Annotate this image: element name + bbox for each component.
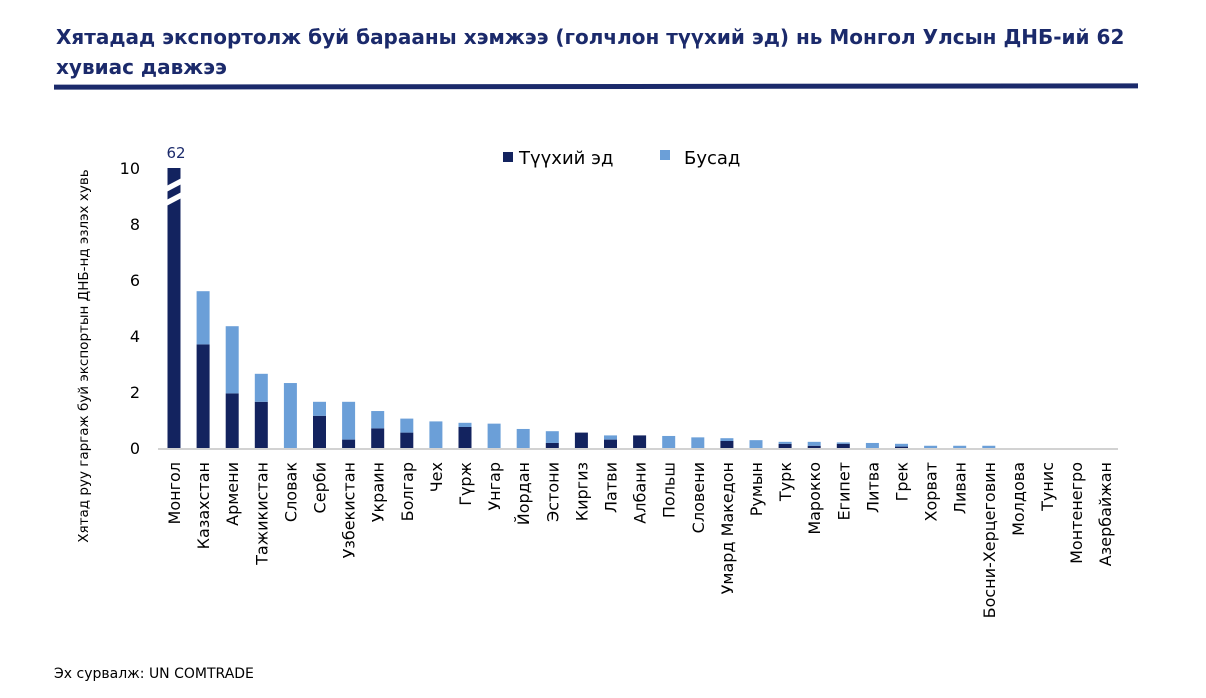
bar-other-2 bbox=[225, 326, 239, 394]
bar-other-12 bbox=[516, 428, 530, 448]
bar-other-19 bbox=[720, 438, 734, 441]
bar-other-17 bbox=[662, 435, 676, 448]
x-tick-label: Тажикистан bbox=[252, 462, 271, 566]
bar-other-3 bbox=[254, 373, 268, 402]
bar-raw-6 bbox=[342, 439, 356, 448]
x-tick-label: Гүрж bbox=[456, 462, 475, 506]
bar-other-28 bbox=[982, 445, 996, 448]
x-tick-label: Болгар bbox=[398, 462, 417, 521]
bar-raw-8 bbox=[400, 432, 414, 448]
bar-other-1 bbox=[196, 291, 210, 345]
bar-other-11 bbox=[487, 423, 501, 448]
x-tick-label: Серби bbox=[311, 462, 330, 513]
x-tick-label: Армени bbox=[223, 462, 242, 526]
bar-raw-15 bbox=[604, 439, 617, 448]
x-tick-label: Киргиз bbox=[572, 462, 591, 521]
bar-raw-0 bbox=[167, 168, 181, 448]
x-tick-label: Казахстан bbox=[194, 462, 213, 549]
bar-raw-13 bbox=[545, 442, 559, 448]
bar-other-22 bbox=[807, 441, 821, 446]
bar-raw-19 bbox=[720, 441, 734, 448]
x-tick-label: Грек bbox=[893, 462, 912, 502]
y-tick-label: 6 bbox=[130, 271, 140, 290]
axis-break-slash bbox=[164, 177, 184, 193]
break-value-label: 62 bbox=[166, 144, 185, 162]
x-tick-label: Эстони bbox=[543, 462, 562, 522]
bar-raw-23 bbox=[836, 443, 850, 448]
x-tick-label: Тунис bbox=[1038, 462, 1057, 512]
bar-raw-25 bbox=[895, 446, 908, 448]
bar-raw-3 bbox=[254, 401, 268, 448]
x-tick-label: Босни-Херцеговин bbox=[980, 462, 999, 618]
legend-swatch-raw bbox=[503, 152, 513, 162]
chart-title: Хятадад экспортолж буй барааны хэмжээ (г… bbox=[56, 25, 1125, 79]
bar-other-20 bbox=[749, 440, 763, 448]
bar-other-26 bbox=[924, 445, 938, 448]
legend-label-other: Бусад bbox=[684, 148, 740, 169]
x-tick-label: Литва bbox=[863, 462, 882, 513]
bar-raw-10 bbox=[458, 427, 472, 448]
bar-other-5 bbox=[313, 401, 326, 416]
x-tick-label: Египет bbox=[834, 462, 853, 521]
y-tick-label: 2 bbox=[130, 383, 140, 402]
bar-other-21 bbox=[778, 441, 792, 444]
source-note: Эх сурвалж: UN COMTRADE bbox=[54, 666, 254, 682]
bar-other-27 bbox=[953, 445, 967, 448]
bar-other-13 bbox=[545, 431, 559, 443]
y-axis-label: Хятад руу гаргаж буй экспортын ДНБ-нд эз… bbox=[76, 169, 92, 543]
x-tick-label: Хорват bbox=[922, 462, 941, 521]
bar-raw-7 bbox=[371, 428, 385, 448]
x-tick-label: Монтенегро bbox=[1067, 462, 1086, 564]
bar-other-8 bbox=[400, 418, 414, 433]
x-tick-label: Унгар bbox=[485, 462, 504, 511]
x-tick-label: Умард Македон bbox=[718, 462, 737, 594]
bar-raw-1 bbox=[196, 344, 210, 448]
bar-other-9 bbox=[429, 421, 443, 448]
x-tick-label: Украин bbox=[369, 462, 388, 522]
x-tick-label: Ливан bbox=[951, 462, 970, 514]
bar-raw-21 bbox=[778, 443, 792, 448]
y-tick-label: 10 bbox=[120, 159, 140, 178]
bar-raw-16 bbox=[633, 435, 647, 448]
x-tick-label: Молдова bbox=[1009, 462, 1028, 536]
x-tick-label: Албани bbox=[631, 462, 650, 524]
x-tick-label: Польш bbox=[660, 462, 679, 518]
x-tick-label: Румын bbox=[747, 462, 766, 516]
bar-other-25 bbox=[895, 443, 908, 447]
y-tick-label: 8 bbox=[130, 215, 140, 234]
y-tick-label: 4 bbox=[130, 327, 140, 346]
y-tick-label: 0 bbox=[130, 439, 140, 458]
bar-other-18 bbox=[691, 437, 705, 448]
bar-other-7 bbox=[371, 411, 385, 429]
x-tick-label: Марокко bbox=[805, 462, 824, 535]
bar-raw-5 bbox=[313, 415, 326, 448]
axis-break-slash bbox=[164, 191, 184, 207]
bar-other-10 bbox=[458, 422, 472, 427]
bar-other-15 bbox=[604, 435, 617, 440]
bar-other-4 bbox=[283, 383, 297, 448]
x-tick-label: Латви bbox=[602, 462, 621, 513]
bar-other-24 bbox=[865, 442, 879, 448]
x-tick-label: Узбекистан bbox=[340, 462, 359, 558]
x-tick-label: Чех bbox=[427, 462, 446, 492]
bar-other-6 bbox=[342, 401, 356, 440]
x-tick-label: Йордан bbox=[514, 462, 533, 525]
legend-label-raw: Түүхий эд bbox=[518, 148, 613, 169]
bar-raw-22 bbox=[807, 445, 821, 448]
bar-raw-14 bbox=[574, 432, 588, 448]
x-tick-label: Словени bbox=[689, 462, 708, 533]
legend-swatch-other bbox=[660, 150, 670, 160]
x-tick-label: Монгол bbox=[165, 462, 184, 524]
x-tick-label: Словак bbox=[281, 462, 300, 522]
bar-other-23 bbox=[836, 442, 850, 444]
bar-raw-2 bbox=[225, 393, 239, 448]
x-tick-label: Турк bbox=[776, 462, 795, 502]
x-tick-label: Азербайжан bbox=[1096, 462, 1115, 566]
